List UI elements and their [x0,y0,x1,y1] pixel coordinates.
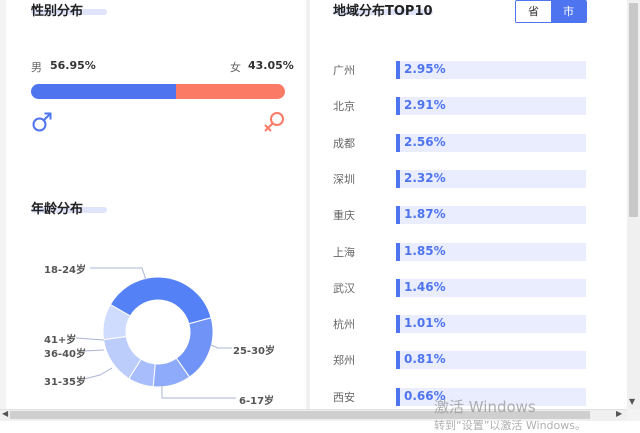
region-bar-marker [396,315,400,333]
region-bar-marker [396,279,400,297]
age-title: 年龄分布 [31,202,84,217]
gender-title-underline [31,9,107,15]
region-percent: 1.85% [404,244,446,258]
region-bar-track [396,243,586,261]
region-bar-marker [396,388,400,406]
region-city-name: 杭州 [333,318,355,331]
region-row: 深圳 2.32% [333,170,586,188]
scroll-down-arrow-icon[interactable]: ▼ [629,397,636,406]
region-bar-track [396,134,586,152]
age-label-18-24: 18-24岁 [44,265,86,276]
age-label-6-17: 6-17岁 [239,396,275,407]
region-title: 地域分布TOP10 [333,4,433,19]
male-label: 男 [31,61,42,74]
province-toggle-button[interactable]: 省 [516,1,551,22]
age-label-31-35: 31-35岁 [44,377,86,388]
region-percent: 0.66% [404,389,446,403]
age-title-underline [31,207,107,213]
region-row: 武汉 1.46% [333,279,586,297]
region-city-name: 重庆 [333,209,355,222]
bottom-strip [0,421,640,429]
region-bar-marker [396,351,400,369]
region-city-name: 郑州 [333,354,355,367]
female-symbol-icon [264,112,284,132]
region-row: 重庆 1.87% [333,206,586,224]
region-city-name: 武汉 [333,282,355,295]
region-percent: 1.46% [404,280,446,294]
region-bar-track [396,61,586,79]
gender-age-card [6,0,306,409]
region-bar-marker [396,61,400,79]
leader-41 [75,337,105,341]
region-percent: 2.56% [404,135,446,149]
scroll-left-arrow-icon[interactable]: ◀ [2,409,9,418]
region-title-underline [333,9,433,15]
leader-6-17 [161,385,236,399]
age-label-41-plus: 41+岁 [44,335,77,346]
activate-windows-watermark: 激活 Windows [434,398,536,416]
female-label: 女 [230,61,241,74]
region-bar-track [396,388,586,406]
vertical-scrollbar-thumb[interactable] [629,3,638,217]
region-bar-track [396,315,586,333]
horizontal-scrollbar-thumb[interactable] [10,411,590,419]
leader-36-40 [83,349,105,352]
region-bar-track [396,97,586,115]
activate-windows-hint: 转到“设置”以激活 Windows。 [434,419,586,432]
scroll-right-arrow-icon[interactable]: ▶ [616,409,623,418]
male-symbol-icon [32,112,52,132]
age-label-25-30: 25-30岁 [233,346,275,357]
region-percent: 1.01% [404,316,446,330]
region-city-name: 上海 [333,246,355,259]
leader-25-30 [210,344,232,349]
region-bar-marker [396,243,400,261]
region-bar-marker [396,134,400,152]
region-percent: 0.81% [404,352,446,366]
male-percent: 56.95% [50,59,96,72]
region-row: 成都 2.56% [333,134,586,152]
female-percent: 43.05% [248,59,294,72]
card-divider [308,0,309,409]
region-city-name: 西安 [333,391,355,404]
age-donut-chart [75,267,236,399]
region-bar-marker [396,97,400,115]
region-bar-track [396,170,586,188]
city-toggle-button[interactable]: 市 [551,1,586,22]
donut-segment-18-24 [109,276,212,325]
region-row: 杭州 1.01% [333,315,586,333]
female-share-fill [175,84,285,99]
region-city-name: 深圳 [333,173,355,186]
region-bar-track [396,206,586,224]
province-city-toggle: 省 市 [515,0,587,23]
region-bar-marker [396,170,400,188]
region-row: 广州 2.95% [333,61,586,79]
region-bar-track [396,351,586,369]
region-bar-marker [396,206,400,224]
gender-ratio-bar [31,84,285,99]
region-percent: 2.91% [404,98,446,112]
donut-segment-41-plus [102,303,131,341]
region-city-name: 北京 [333,100,355,113]
region-percent: 1.87% [404,207,446,221]
region-row: 郑州 0.81% [333,351,586,369]
region-percent: 2.32% [404,171,446,185]
region-bar-track [396,279,586,297]
region-percent: 2.95% [404,62,446,76]
leader-31-35 [83,367,113,380]
region-city-name: 广州 [333,64,355,77]
male-share-fill [31,84,176,99]
region-city-name: 成都 [333,137,355,150]
gender-title: 性别分布 [31,4,84,19]
leader-18-24 [90,267,147,281]
age-label-36-40: 36-40岁 [44,349,86,360]
region-row: 北京 2.91% [333,97,586,115]
region-row: 上海 1.85% [333,243,586,261]
region-row: 西安 0.66% [333,388,586,406]
